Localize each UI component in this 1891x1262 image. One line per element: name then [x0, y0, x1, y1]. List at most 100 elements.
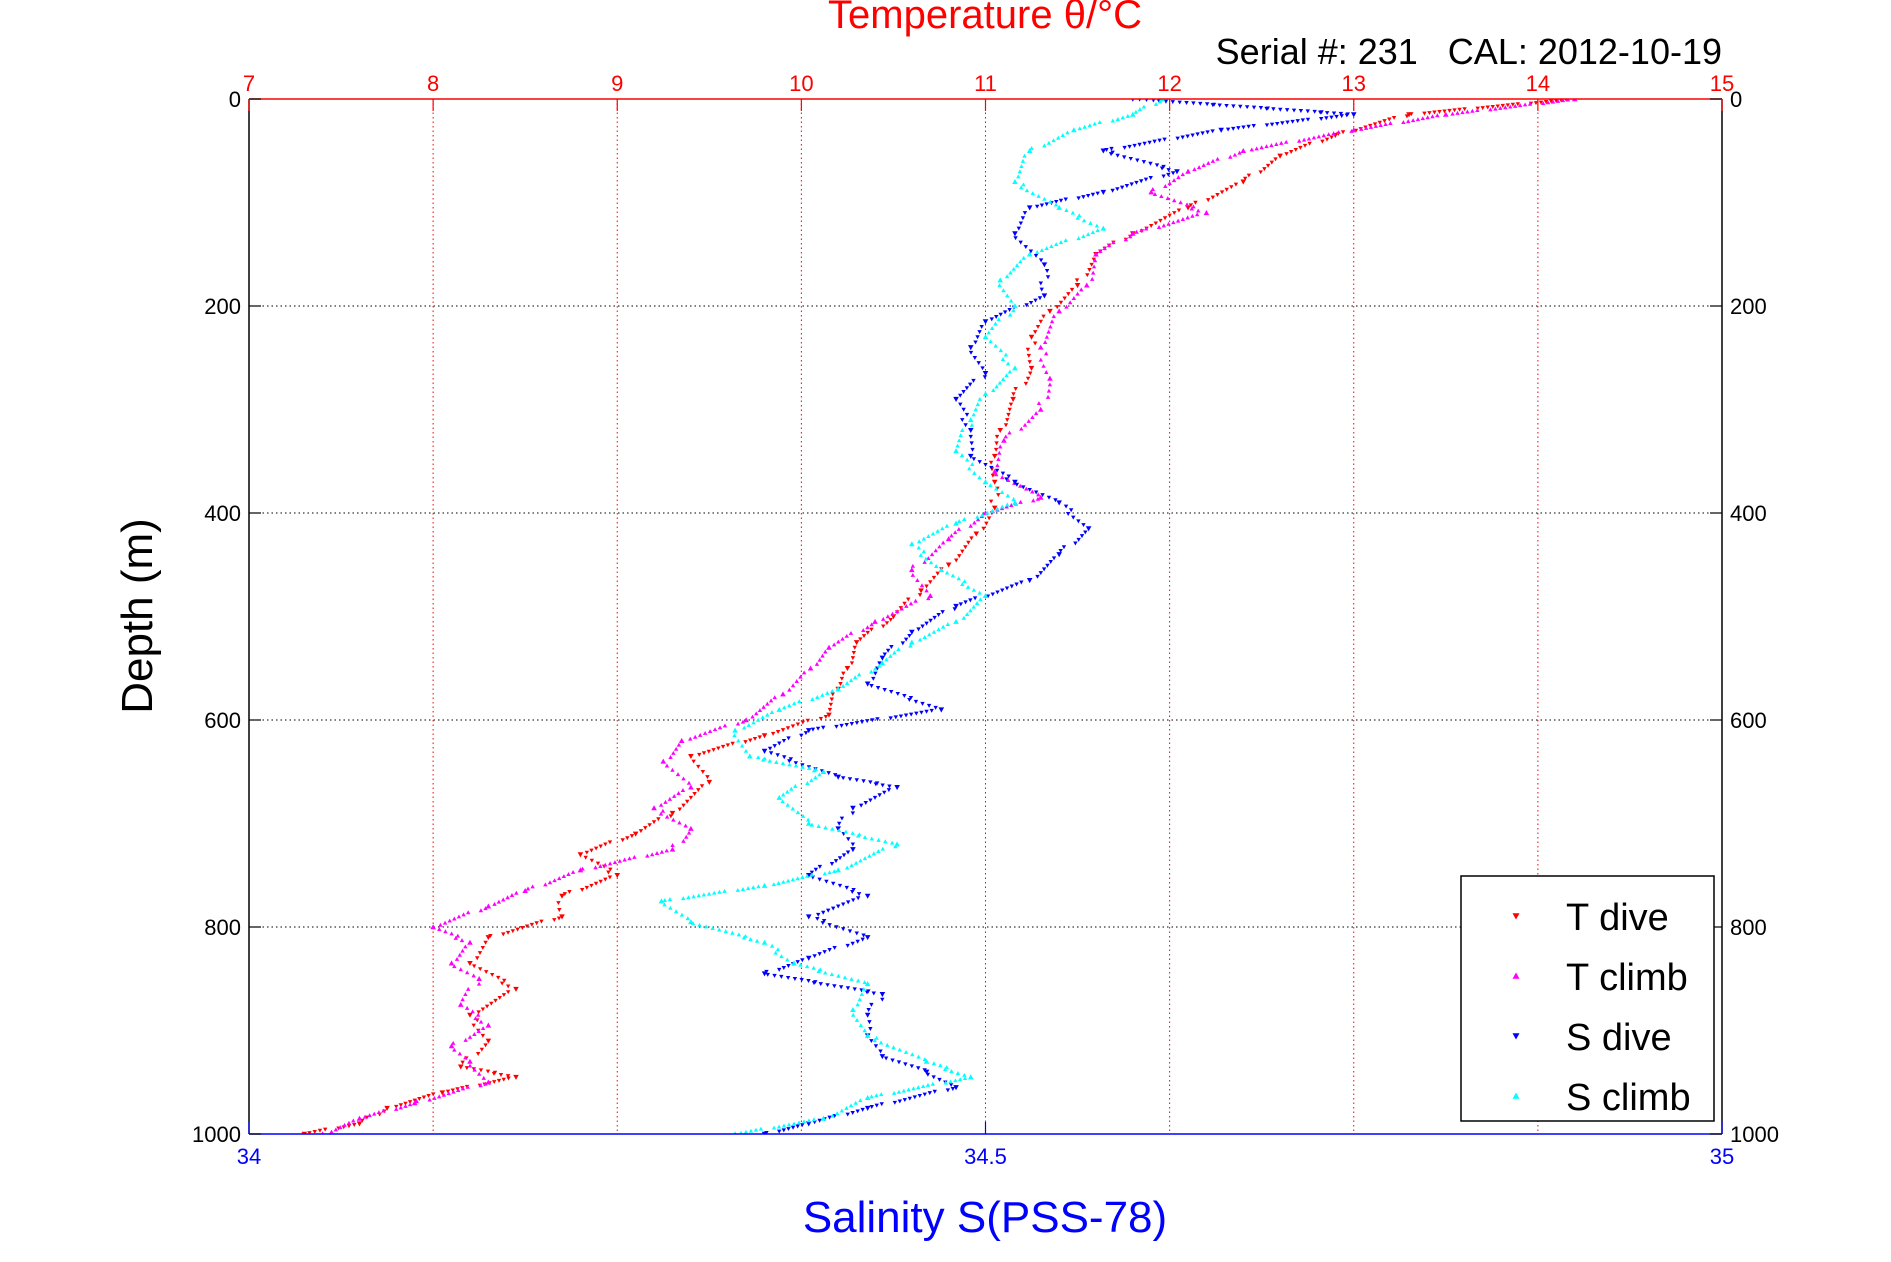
data-point-interp — [1166, 221, 1171, 226]
data-point-interp — [864, 990, 870, 995]
series-t-dive — [301, 99, 1577, 1134]
data-point — [864, 893, 871, 899]
data-point-interp — [1324, 111, 1330, 116]
data-point — [945, 562, 952, 568]
data-point-interp — [973, 340, 978, 345]
data-point-interp — [988, 460, 994, 465]
data-point-interp — [827, 948, 832, 952]
data-point-interp — [911, 1086, 916, 1091]
data-point-interp — [949, 1069, 954, 1074]
data-point-interp — [840, 636, 845, 641]
data-point-interp — [799, 978, 804, 982]
data-point-interp — [667, 897, 673, 902]
data-point-interp — [730, 930, 735, 935]
data-point-interp — [967, 466, 972, 471]
data-point-interp — [785, 789, 790, 794]
data-point-interp — [481, 1075, 486, 1080]
legend-entry: S dive — [1512, 1017, 1672, 1059]
data-point — [651, 805, 657, 811]
data-point — [879, 1054, 886, 1060]
data-point-interp — [457, 1051, 463, 1056]
data-point-interp — [472, 1067, 477, 1072]
data-point-interp — [472, 1031, 477, 1036]
data-point-interp — [394, 1106, 399, 1111]
data-point-interp — [785, 878, 791, 883]
data-point-interp — [722, 888, 727, 893]
data-point-interp — [701, 751, 707, 756]
data-point — [476, 975, 482, 981]
data-point-interp — [506, 1076, 511, 1081]
data-point-interp — [889, 840, 895, 845]
data-point-interp — [607, 840, 613, 845]
data-point-interp — [1033, 253, 1039, 258]
data-point-interp — [1048, 199, 1053, 204]
data-point-interp — [1175, 218, 1181, 223]
data-point-interp — [916, 1054, 921, 1059]
data-point-interp — [840, 776, 846, 781]
data-point-interp — [1475, 108, 1480, 113]
data-point-interp — [352, 1123, 357, 1127]
data-point-interp — [869, 627, 874, 632]
data-point-interp — [1262, 167, 1267, 172]
data-point-interp — [1018, 185, 1024, 190]
data-point-interp — [957, 519, 962, 524]
data-point-interp — [1236, 126, 1241, 131]
data-point — [872, 618, 878, 624]
data-point-interp — [426, 1093, 431, 1098]
data-point-interp — [919, 583, 925, 588]
data-point-interp — [830, 692, 835, 697]
data-point-interp — [1004, 477, 1009, 482]
data-point-interp — [739, 743, 745, 748]
data-point — [1148, 189, 1155, 195]
data-point-interp — [1540, 101, 1546, 105]
data-point-interp — [815, 916, 820, 921]
data-point-interp — [782, 705, 787, 710]
data-point-interp — [977, 475, 982, 480]
data-point-interp — [845, 986, 851, 991]
data-point-interp — [483, 906, 488, 911]
data-point — [844, 666, 851, 672]
data-point-interp — [1195, 132, 1200, 137]
data-point-interp — [781, 792, 786, 797]
data-point-interp — [832, 945, 837, 950]
data-point-interp — [830, 1113, 835, 1118]
data-point-interp — [812, 768, 817, 773]
data-point-interp — [452, 916, 457, 921]
data-point-interp — [785, 975, 791, 980]
data-point-interp — [997, 283, 1002, 288]
data-point-interp — [862, 856, 868, 861]
data-point-interp — [1291, 108, 1297, 113]
data-point-interp — [999, 490, 1005, 495]
data-point-interp — [910, 563, 916, 568]
data-point-interp — [884, 621, 890, 626]
data-point-interp — [832, 984, 837, 989]
data-point-interp — [996, 456, 1001, 461]
legend-label: T dive — [1566, 897, 1669, 939]
data-point-interp — [795, 960, 800, 965]
data-point-interp — [880, 846, 886, 851]
data-point-interp — [552, 918, 557, 923]
data-point-interp — [804, 964, 810, 969]
data-point-interp — [1410, 118, 1416, 123]
data-point-interp — [746, 722, 752, 727]
data-point-interp — [920, 701, 925, 706]
data-point-interp — [986, 330, 992, 335]
data-point-interp — [1269, 122, 1275, 127]
data-point-interp — [493, 998, 498, 1003]
data-point-interp — [1148, 224, 1154, 228]
data-point-interp — [877, 793, 882, 798]
data-point-interp — [741, 935, 747, 940]
data-point-interp — [962, 1072, 967, 1077]
data-point-interp — [773, 950, 778, 955]
data-point-interp — [312, 1129, 317, 1134]
data-point-interp — [529, 922, 535, 927]
data-point-interp — [892, 1100, 898, 1105]
data-point-interp — [1005, 293, 1010, 298]
data-point-interp — [805, 781, 810, 786]
data-point — [1093, 251, 1099, 257]
data-point-interp — [1228, 154, 1233, 159]
data-point-interp — [811, 981, 817, 986]
data-point-interp — [847, 929, 853, 934]
data-point-interp — [638, 829, 644, 834]
data-point-interp — [769, 943, 775, 948]
